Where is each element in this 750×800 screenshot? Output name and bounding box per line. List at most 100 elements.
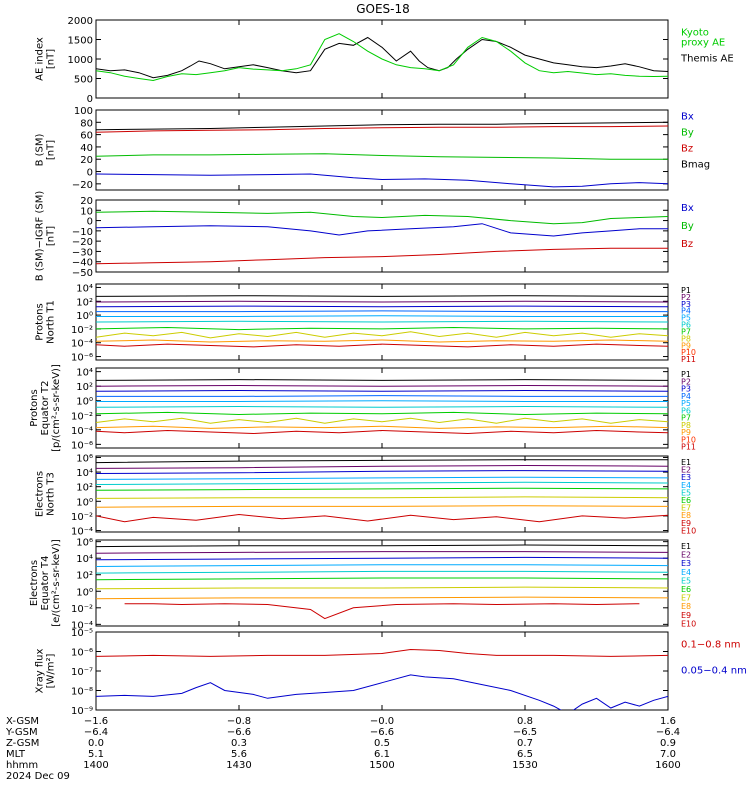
series-e1 [96, 544, 668, 548]
series-p6 [96, 320, 668, 323]
series-group [96, 459, 668, 523]
y-axis-label: Electrons [35, 471, 46, 517]
y-tick-label: 10⁰ [76, 497, 93, 508]
legend-entry: P11 [681, 443, 696, 452]
x-row-label: X-GSM [6, 716, 39, 727]
legend-entry: P1 [681, 370, 691, 379]
legend-entry: P8 [681, 334, 691, 343]
y-tick-label: 10⁻⁸ [71, 687, 93, 698]
date-label: 2024 Dec 09 [6, 771, 70, 782]
series-e5 [96, 481, 668, 485]
series-e5 [96, 570, 668, 574]
legend-entry: By [681, 128, 694, 139]
series-bmag [96, 121, 668, 131]
legend-entry: E10 [681, 526, 696, 535]
series-e6 [96, 487, 668, 491]
legend-entry: P8 [681, 421, 691, 430]
series-e8 [96, 505, 668, 508]
panel-frame [95, 631, 669, 711]
x-row-value: 6.1 [374, 749, 390, 760]
x-row-value: −6.5 [513, 727, 537, 738]
legend-entry: P6 [681, 406, 691, 415]
legend-entry: 0.1−0.8 nm [681, 640, 740, 651]
y-axis-label: B (SM)−IGRF (SM) [35, 191, 46, 282]
legend-entry: E5 [681, 488, 691, 497]
x-row-value: 7.0 [660, 749, 676, 760]
legend-entry: E6 [681, 585, 691, 594]
y-tick-label: −20 [72, 237, 93, 248]
y-axis-label: Xray flux [35, 649, 46, 694]
x-row-value: −0.8 [227, 716, 251, 727]
y-axis-label: [W/m²] [46, 653, 57, 688]
panel-7: 10⁻⁴ 10⁻² 10⁰ 10² 10⁴ 10⁶ Electrons Equator T4[… [29, 538, 696, 632]
series-group [96, 295, 668, 348]
y-tick-label: 10⁻² [71, 604, 93, 615]
series-p7 [96, 326, 668, 331]
series-0-05-0-4-nm [96, 674, 668, 710]
series-group [96, 648, 668, 710]
series-p3 [96, 389, 668, 392]
legend-entry: P1 [681, 286, 691, 295]
y-tick-label: 10² [76, 382, 93, 393]
panel-5: 10⁻⁶ 10⁻⁴ 10⁻² 10⁰ 10² 10⁴ Protons Equator T2 [p… [29, 364, 696, 452]
series-kyoto-proxy-ae [96, 33, 668, 82]
series-bz [96, 125, 668, 133]
series-p6 [96, 405, 668, 408]
series-e7 [96, 586, 668, 590]
series-e4 [96, 564, 668, 567]
legend-entry: P11 [681, 355, 696, 364]
y-tick-label: 10⁻⁵ [71, 628, 93, 639]
legend-entry: P9 [681, 341, 691, 350]
series-p5 [96, 315, 668, 317]
y-tick-label: 2000 [68, 16, 93, 27]
legend-entry: P4 [681, 392, 691, 401]
series-e9 [124, 603, 640, 620]
y-tick-label: 0 [87, 217, 93, 228]
legend-entry: P7 [681, 414, 691, 423]
series-p10 [96, 429, 668, 435]
series-p2 [96, 300, 668, 303]
x-row-value: −6.4 [656, 727, 680, 738]
y-axis-label: [nT] [46, 49, 57, 69]
panel-8: 10⁻⁹ 10⁻⁸ 10⁻⁷ 10⁻⁶ 10⁻⁵ Xray flux [W/m²] 0.1−0… [35, 628, 747, 717]
legend-entry: P9 [681, 428, 691, 437]
panel-frame [95, 199, 669, 273]
x-row-value: 6.5 [517, 749, 533, 760]
y-tick-label: 10⁻⁶ [71, 440, 93, 451]
series-bz [96, 247, 668, 265]
series-e6 [96, 577, 668, 581]
legend-entry: E3 [681, 473, 691, 482]
y-tick-label: −10 [72, 227, 93, 238]
series-group [96, 379, 668, 435]
series-group [96, 33, 668, 82]
x-row-value: 0.7 [517, 738, 533, 749]
x-row-label: Z-GSM [6, 738, 39, 749]
series-e9 [96, 513, 668, 523]
x-row-value: 1.6 [660, 716, 676, 727]
y-tick-label: 10⁶ [76, 538, 93, 549]
y-tick-label: 10⁴ [76, 554, 93, 565]
legend-entry: Themis AE [680, 54, 734, 65]
y-tick-label: 10⁻⁴ [71, 527, 93, 538]
y-tick-label: 10² [76, 297, 93, 308]
series-group [96, 121, 668, 188]
series-e3 [96, 470, 668, 474]
y-axis-label: Equator T4 [40, 556, 51, 611]
x-row-label: hhmm [6, 760, 38, 771]
series-e2 [96, 551, 668, 554]
y-tick-label: 60 [80, 131, 93, 142]
y-tick-label: 0 [87, 168, 93, 179]
y-tick-label: −20 [72, 180, 93, 191]
y-tick-label: 10⁻² [71, 411, 93, 422]
series-p1 [96, 379, 668, 381]
series-by [96, 153, 668, 160]
series-bx [96, 173, 668, 188]
series-p5 [96, 400, 668, 402]
series-by [96, 210, 668, 225]
series-e1 [96, 459, 668, 464]
